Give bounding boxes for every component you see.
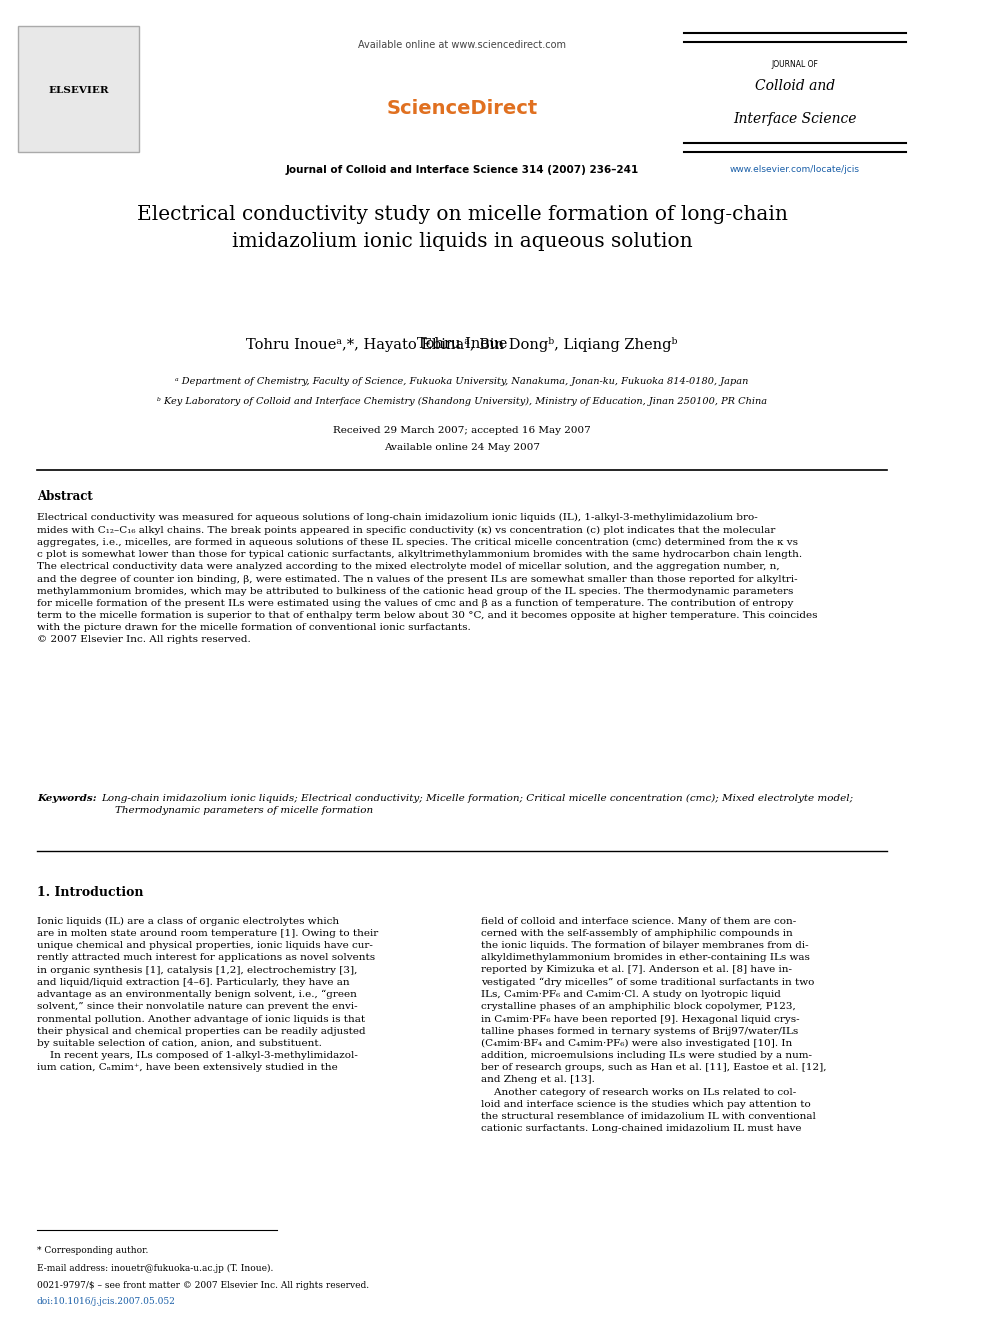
Text: Journal of Colloid and Interface Science 314 (2007) 236–241: Journal of Colloid and Interface Science… [286,165,639,176]
Text: Electrical conductivity study on micelle formation of long-chain
imidazolium ion: Electrical conductivity study on micelle… [137,205,788,250]
Text: 0021-9797/$ – see front matter © 2007 Elsevier Inc. All rights reserved.: 0021-9797/$ – see front matter © 2007 El… [37,1281,369,1290]
Text: ᵃ Department of Chemistry, Faculty of Science, Fukuoka University, Nanakuma, Jon: ᵃ Department of Chemistry, Faculty of Sc… [176,377,749,386]
Text: Ionic liquids (IL) are a class of organic electrolytes which
are in molten state: Ionic liquids (IL) are a class of organi… [37,917,378,1072]
Text: Abstract: Abstract [37,490,92,503]
Text: ᵇ Key Laboratory of Colloid and Interface Chemistry (Shandong University), Minis: ᵇ Key Laboratory of Colloid and Interfac… [157,397,767,406]
Text: E-mail address: inouetr@fukuoka-u.ac.jp (T. Inoue).: E-mail address: inouetr@fukuoka-u.ac.jp … [37,1263,274,1273]
Text: Available online 24 May 2007: Available online 24 May 2007 [384,443,540,452]
Text: ELSEVIER: ELSEVIER [49,86,109,95]
Text: * Corresponding author.: * Corresponding author. [37,1246,149,1256]
Text: Received 29 March 2007; accepted 16 May 2007: Received 29 March 2007; accepted 16 May … [333,426,591,435]
Text: Available online at www.sciencedirect.com: Available online at www.sciencedirect.co… [358,40,566,50]
Text: 1. Introduction: 1. Introduction [37,886,144,900]
Text: www.elsevier.com/locate/jcis: www.elsevier.com/locate/jcis [730,165,860,175]
Text: Colloid and: Colloid and [755,79,835,94]
Text: ScienceDirect: ScienceDirect [387,99,538,118]
Text: Tohru Inoue: Tohru Inoue [417,337,507,352]
Text: Long-chain imidazolium ionic liquids; Electrical conductivity; Micelle formation: Long-chain imidazolium ionic liquids; El… [101,794,854,815]
Text: doi:10.1016/j.jcis.2007.05.052: doi:10.1016/j.jcis.2007.05.052 [37,1297,176,1306]
Text: Tohru Inoueᵃ,*, Hayato Ebinaᵃ, Bin Dongᵇ, Liqiang Zhengᵇ: Tohru Inoueᵃ,*, Hayato Ebinaᵃ, Bin Dongᵇ… [246,337,678,352]
Text: Keywords:: Keywords: [37,794,100,803]
Text: field of colloid and interface science. Many of them are con-
cerned with the se: field of colloid and interface science. … [480,917,826,1132]
Text: Electrical conductivity was measured for aqueous solutions of long-chain imidazo: Electrical conductivity was measured for… [37,513,817,644]
Text: JOURNAL OF: JOURNAL OF [772,60,818,69]
FancyBboxPatch shape [19,26,139,152]
Text: Interface Science: Interface Science [733,112,856,127]
